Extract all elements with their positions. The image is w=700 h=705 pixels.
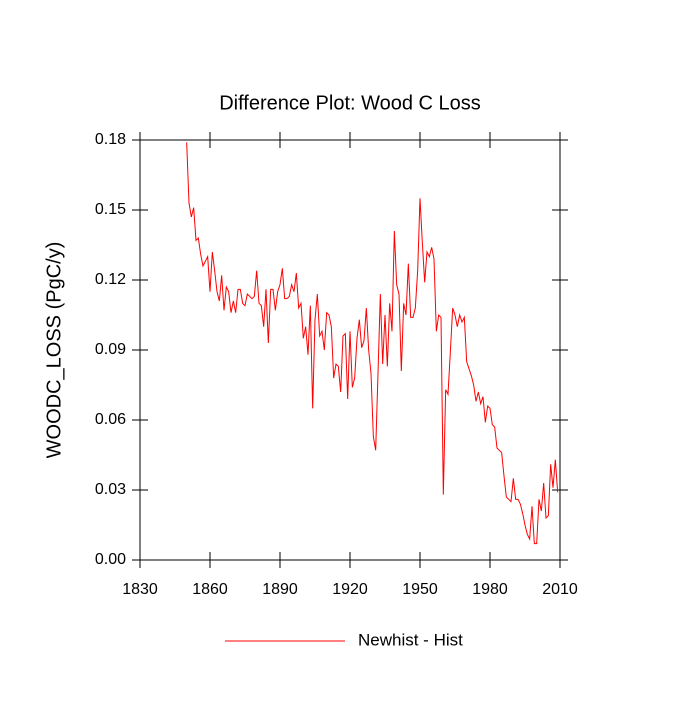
y-axis-label: WOODC_LOSS (PgC/y) [43,242,65,459]
x-tick-label: 1950 [402,581,438,598]
data-line [186,142,559,545]
y-tick-label: 0.18 [95,131,126,148]
chart-title: Difference Plot: Wood C Loss [219,92,481,114]
y-tick-label: 0.06 [95,411,126,428]
x-tick-label: 1830 [122,581,158,598]
plot-frame [139,139,561,561]
y-tick-label: 0.03 [95,481,126,498]
y-tick-label: 0.12 [95,271,126,288]
y-tick-label: 0.09 [95,341,126,358]
x-tick-label: 1920 [332,581,368,598]
x-tick-label: 1890 [262,581,298,598]
y-tick-label: 0.00 [95,551,126,568]
x-tick-label: 2010 [542,581,578,598]
x-tick-label: 1980 [472,581,508,598]
x-tick-label: 1860 [192,581,228,598]
y-tick-label: 0.15 [95,201,126,218]
legend-label: Newhist - Hist [358,630,463,649]
